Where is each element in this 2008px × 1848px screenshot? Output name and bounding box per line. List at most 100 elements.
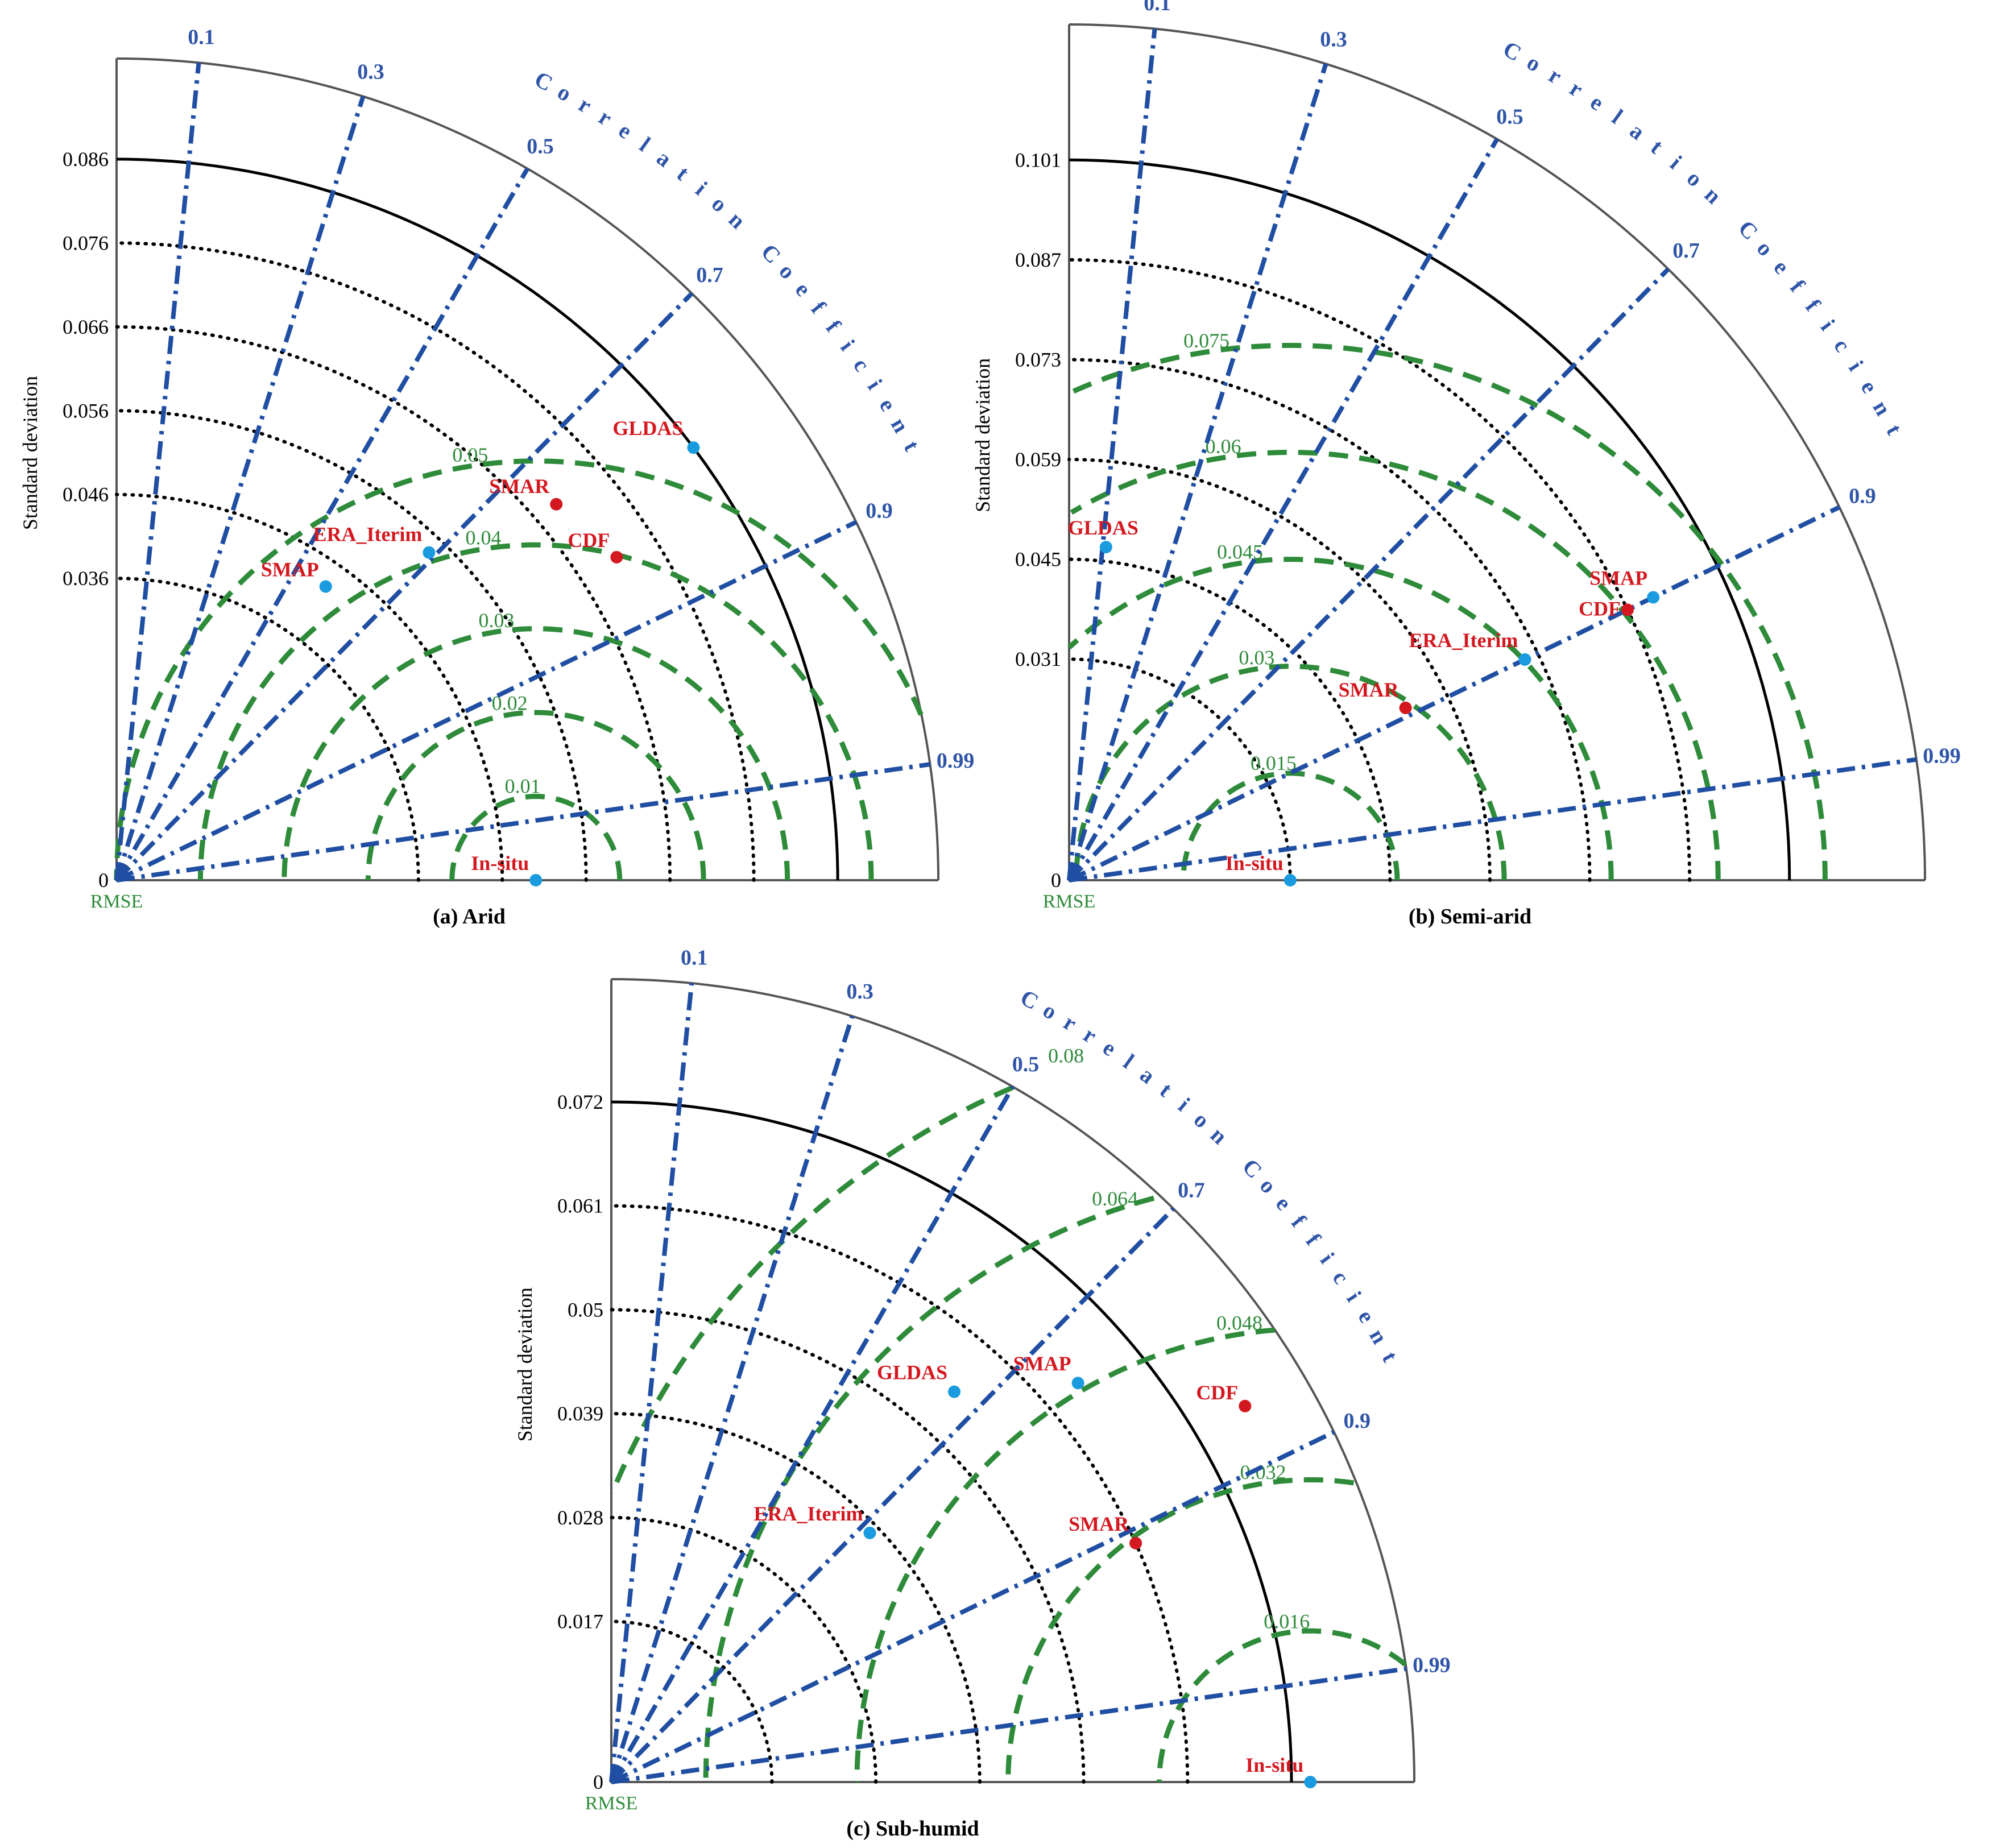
rmse-tick-label: 0.016 [1264, 1610, 1310, 1632]
correlation-spoke [114, 96, 366, 881]
data-point-gldas [948, 1385, 961, 1398]
rmse-tick-label: 0.064 [1092, 1187, 1138, 1210]
std-tick-label: 0.073 [1015, 348, 1061, 371]
std-tick-label: 0.05 [568, 1298, 603, 1321]
rmse-tick-label: 0.045 [1217, 541, 1263, 563]
rmse-dashed-arc [1005, 1477, 1355, 1782]
data-point-label: ERA_Iterim [1409, 629, 1518, 652]
data-point-smar [1129, 1536, 1142, 1549]
rmse-tick-label: 0.03 [479, 609, 515, 632]
data-point-smap [319, 580, 332, 593]
std-tick-label: 0 [98, 869, 109, 892]
rmse-dashed-arc [1071, 342, 1828, 881]
std-dotted-arc [1067, 458, 1492, 882]
correlation-tick-label: 0.5 [527, 135, 554, 159]
data-point-era-iterim [1518, 653, 1531, 666]
data-point-label: In-situ [1245, 1754, 1303, 1776]
correlation-spoke [1068, 505, 1841, 882]
rmse-axis-label: RMSE [90, 891, 143, 912]
data-point-era-iterim [423, 546, 436, 559]
data-point-cdf [1621, 603, 1634, 616]
correlation-spoke [1067, 28, 1157, 881]
correlation-tick-label: 0.7 [696, 263, 723, 287]
std-tick-label: 0.101 [1015, 148, 1061, 171]
correlation-spoke [1069, 757, 1917, 882]
data-point-label: GLDAS [1068, 516, 1138, 539]
correlation-spoke [610, 1429, 1335, 1784]
std-dotted-arc [115, 241, 756, 882]
std-tick-label: 0 [593, 1771, 603, 1793]
correlation-spoke [114, 62, 201, 881]
std-tick-label: 0.046 [63, 483, 109, 506]
std-tick-label: 0.036 [63, 567, 109, 590]
outer-arc [1069, 23, 1926, 881]
std-tick-label: 0.076 [63, 231, 109, 254]
taylor-plot-area: 0 0.031 0.045 0.059 0.073 0.087 0.101 0.015 0.03… [971, 0, 1961, 912]
data-point-label: ERA_Iterim [313, 523, 422, 546]
rmse-tick-label: 0.075 [1183, 329, 1229, 352]
taylor-plot-area: 0 0.036 0.046 0.056 0.066 0.076 0.086 0.01 0.02 0… [19, 25, 974, 912]
correlation-tick-label: 0.9 [1849, 484, 1876, 508]
correlation-tick-label: 0.99 [937, 749, 975, 773]
correlation-spoke [610, 1207, 1175, 1784]
correlation-spoke [609, 983, 694, 1783]
correlation-spoke [609, 1015, 855, 1783]
y-axis-label: Standard deviation [514, 1287, 536, 1441]
correlation-spoke [1067, 63, 1328, 881]
reference-std-arc [1069, 158, 1791, 881]
std-tick-label: 0.059 [1015, 448, 1061, 471]
std-dotted-arc [610, 1515, 878, 1784]
data-point-label: SMAP [261, 558, 319, 581]
data-point-label: GLDAS [877, 1361, 947, 1384]
correlation-spoke [611, 1666, 1407, 1784]
rmse-tick-label: 0.03 [1239, 646, 1274, 669]
rmse-tick-label: 0.04 [465, 526, 501, 549]
std-tick-label: 0.066 [63, 316, 109, 338]
rmse-dashed-arc [449, 794, 623, 880]
rmse-dashed-arc [703, 1195, 1155, 1783]
correlation-tick-label: 0.1 [1144, 0, 1171, 15]
std-dotted-arc [610, 1412, 982, 1784]
rmse-axis-label: RMSE [1043, 891, 1096, 912]
rmse-dashed-arc [854, 1327, 1276, 1783]
data-point-gldas [1099, 541, 1112, 554]
correlation-tick-label: 0.1 [188, 25, 215, 49]
std-tick-label: 0.072 [557, 1091, 603, 1113]
correlation-spoke [116, 762, 931, 882]
std-tick-label: 0 [1051, 869, 1061, 892]
data-point-label: SMAR [1069, 1513, 1129, 1535]
y-axis-label: Standard deviation [19, 376, 42, 530]
correlation-tick-label: 0.7 [1178, 1178, 1205, 1202]
std-dotted-arc [115, 325, 672, 882]
std-dotted-arc [115, 577, 420, 882]
correlation-tick-label: 0.1 [681, 946, 708, 969]
panel-caption: (a) Arid [433, 905, 506, 929]
std-tick-label: 0.039 [557, 1402, 603, 1425]
correlation-tick-label: 0.3 [1320, 27, 1347, 51]
data-point-smap [1071, 1377, 1084, 1390]
correlation-tick-label: 0.99 [1923, 744, 1961, 768]
rmse-tick-label: 0.06 [1206, 435, 1241, 458]
rmse-dashed-arc [1157, 1628, 1407, 1782]
data-point-gldas [687, 441, 700, 454]
std-tick-label: 0.017 [557, 1610, 603, 1633]
correlation-spoke [1067, 138, 1499, 882]
data-point-label: SMAP [1013, 1352, 1071, 1375]
data-point-smar [550, 498, 563, 511]
y-axis-label: Standard deviation [971, 358, 994, 512]
correlation-spoke [1067, 267, 1670, 882]
rmse-tick-label: 0.08 [1048, 1044, 1084, 1067]
correlation-spoke [115, 520, 858, 882]
std-dotted-arc [610, 1204, 1190, 1784]
correlation-tick-label: 0.99 [1413, 1653, 1451, 1677]
data-point-label: SMAR [1339, 678, 1400, 701]
data-point-in-situ [1304, 1776, 1317, 1788]
data-point-label: GLDAS [612, 417, 683, 440]
correlation-tick-label: 0.5 [1496, 105, 1523, 129]
panel-caption: (b) Semi-arid [1409, 905, 1531, 929]
rmse-tick-label: 0.01 [505, 774, 541, 797]
data-point-label: SMAR [489, 475, 550, 498]
data-point-cdf [610, 550, 623, 563]
outer-arc [611, 978, 1415, 1783]
